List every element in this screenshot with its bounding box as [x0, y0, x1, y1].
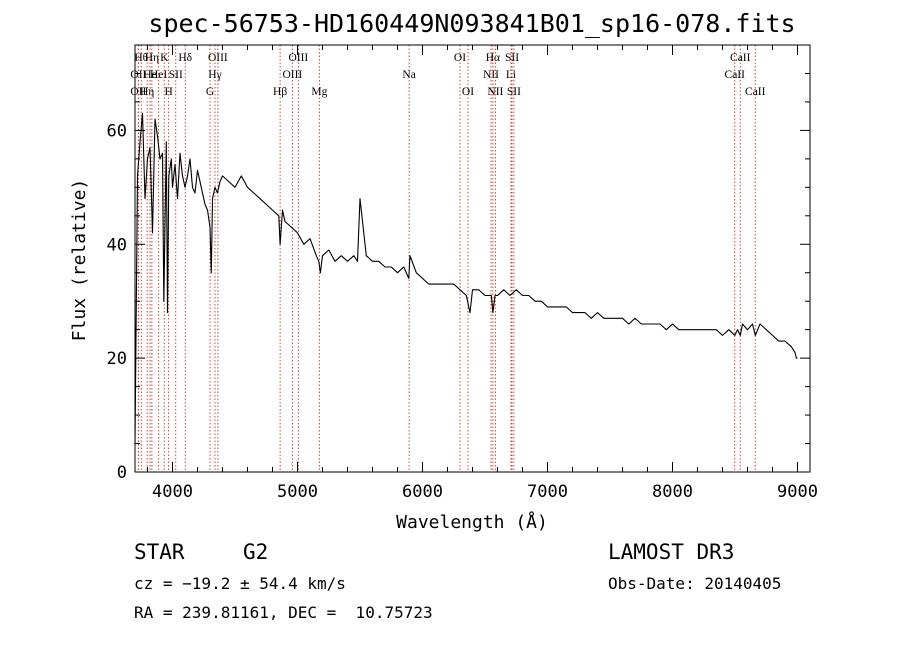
marker-label-1: OII [130, 86, 146, 98]
marker-label-23: NII [487, 86, 503, 98]
x-tick-label-9000: 9000 [777, 482, 818, 502]
marker-label-7: K [160, 52, 169, 64]
x-tick-label-4000: 4000 [152, 482, 193, 502]
marker-label-26: SII [507, 86, 521, 98]
axis-ticks: 4000 5000 6000 7000 8000 9000 0 20 40 60 [107, 44, 818, 502]
marker-label-24: Li [506, 69, 516, 81]
marker-label-25: SII [505, 52, 519, 64]
marker-label-29: CaII [745, 86, 766, 98]
x-tick-label-7000: 7000 [527, 482, 568, 502]
x-axis-label: Wavelength (Å) [396, 511, 548, 533]
coordinates-text: RA = 239.81161, DEC = 10.75723 [134, 603, 433, 622]
marker-label-9: SII [169, 69, 183, 81]
chart-title: spec-56753-HD160449N093841B01_sp16-078.f… [148, 9, 795, 38]
series-line-0 [134, 112, 798, 444]
marker-label-10: Hδ [178, 52, 192, 64]
marker-label-14: Hβ [273, 86, 287, 98]
marker-label-21: NII [483, 69, 499, 81]
marker-label-13: OIII [208, 52, 228, 64]
x-tick-label-5000: 5000 [277, 482, 318, 502]
marker-label-5: Hη [145, 52, 159, 64]
marker-label-8: H [164, 86, 172, 98]
y-tick-label-0: 0 [117, 463, 127, 483]
marker-label-6: HeI [150, 69, 167, 81]
marker-label-28: CaII [730, 52, 751, 64]
object-class: STAR [134, 540, 185, 564]
y-tick-label-40: 40 [107, 235, 127, 255]
spectrum-series [134, 112, 798, 444]
x-tick-label-8000: 8000 [652, 482, 693, 502]
survey-name: LAMOST DR3 [608, 540, 735, 564]
marker-label-15: OIII [282, 69, 302, 81]
spectral-subclass: G2 [243, 540, 269, 564]
marker-label-3: Hη [140, 86, 154, 98]
y-tick-label-60: 60 [107, 121, 127, 141]
y-tick-label-20: 20 [107, 349, 127, 369]
marker-label-0: OII [130, 69, 146, 81]
redshift-text: cz = −19.2 ± 54.4 km/s [134, 574, 346, 593]
marker-label-19: OI [454, 52, 466, 64]
marker-label-11: G [206, 86, 214, 98]
marker-label-20: OI [462, 86, 474, 98]
x-tick-label-6000: 6000 [402, 482, 443, 502]
marker-label-12: Hγ [208, 69, 221, 81]
marker-label-4: He [143, 69, 156, 81]
plot-frame [134, 44, 811, 473]
marker-label-2: Hθ [134, 52, 148, 64]
marker-label-27: CaII [725, 69, 746, 81]
obs-date-text: Obs-Date: 20140405 [608, 574, 782, 593]
marker-label-16: OIII [288, 52, 308, 64]
marker-label-22: Hα [486, 52, 500, 64]
spectral-line-markers: OIIOIIHθHηHeHηHeIKHSIIHδGHγOIIIHβOIIIOII… [130, 45, 766, 472]
marker-label-18: Na [402, 69, 415, 81]
y-axis-label: Flux (relative) [69, 179, 90, 342]
marker-label-17: Mg [311, 86, 327, 98]
